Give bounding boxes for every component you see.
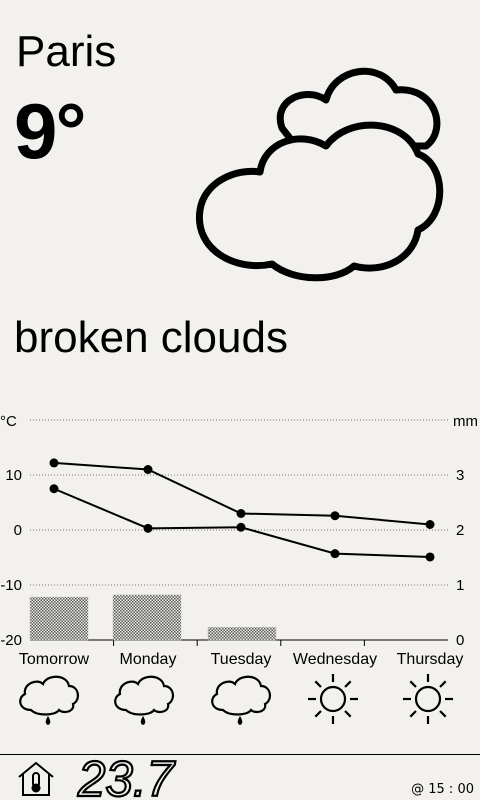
day-label: Tuesday <box>211 651 272 668</box>
day-label: Thursday <box>397 651 464 668</box>
temperature-point <box>144 524 153 533</box>
temperature-point <box>426 552 435 561</box>
y2-tick-label: 3 <box>456 467 464 484</box>
y-tick-label: -10 <box>0 577 22 594</box>
y2-tick-label: 0 <box>456 632 464 649</box>
rain-cloud-icon <box>108 668 178 730</box>
y2-tick-label: 1 <box>456 577 464 594</box>
rain-cloud-icon <box>205 668 275 730</box>
precipitation-bar <box>208 627 276 640</box>
y-tick-label: -20 <box>0 632 22 649</box>
indoor-home-thermometer-icon <box>16 760 56 798</box>
temperature-point <box>50 484 59 493</box>
last-updated-time: @ 15 : 00 <box>411 782 474 797</box>
temperature-point <box>331 511 340 520</box>
temperature-point <box>237 523 246 532</box>
footer-divider <box>0 754 480 755</box>
low-temperature-line <box>54 489 430 557</box>
weather-condition: broken clouds <box>14 316 288 360</box>
sun-icon <box>393 668 463 730</box>
axis-unit-right: mm <box>453 413 478 430</box>
temperature-point <box>331 549 340 558</box>
indoor-temperature-display: 23.7 <box>76 755 186 799</box>
sun-icon <box>298 668 368 730</box>
precipitation-bar <box>113 595 181 640</box>
day-label: Tomorrow <box>19 651 90 668</box>
y2-tick-label: 2 <box>456 522 464 539</box>
temperature-point <box>426 520 435 529</box>
current-temperature: 9° <box>14 92 85 170</box>
day-label: Monday <box>120 651 177 668</box>
temperature-point <box>50 458 59 467</box>
temperature-point <box>144 465 153 474</box>
temperature-point <box>237 509 246 518</box>
rain-cloud-icon <box>13 668 83 730</box>
precipitation-bar <box>30 597 88 640</box>
indoor-temperature: 23.7 <box>77 755 176 799</box>
city-name: Paris <box>16 30 116 74</box>
broken-clouds-icon <box>186 50 446 290</box>
y-tick-label: 0 <box>14 522 22 539</box>
y-tick-label: 10 <box>5 467 22 484</box>
day-label: Wednesday <box>293 651 377 668</box>
axis-unit-left: °C <box>0 413 17 430</box>
